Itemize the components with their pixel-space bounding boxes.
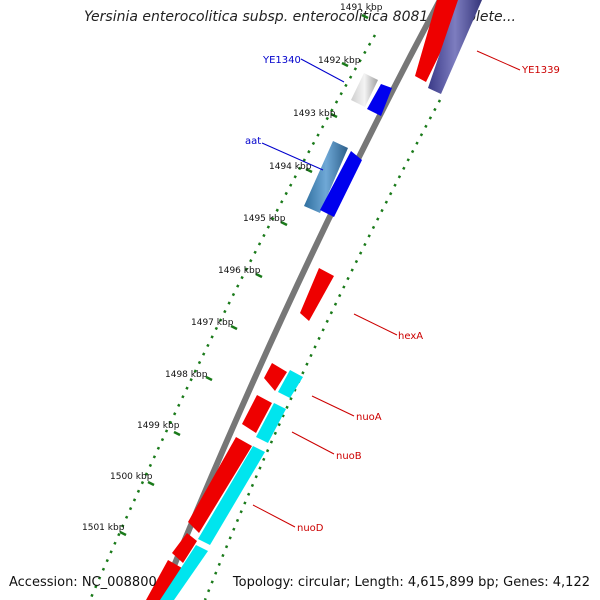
cds-nuo-red-5 — [146, 560, 182, 600]
label-nuoB: nuoB — [336, 451, 362, 462]
inner-tick-ring — [88, 34, 377, 600]
label-ye1339: YE1339 — [521, 65, 560, 76]
kbp-labels: 1491 kbp 1492 kbp 1493 kbp 1494 kbp 1495… — [82, 3, 383, 533]
kbp-label-1498: 1498 kbp — [165, 370, 208, 380]
cds-nuo-red-4 — [172, 533, 197, 563]
kbp-label-1500: 1500 kbp — [110, 472, 153, 482]
label-nuoA: nuoA — [356, 412, 382, 423]
cds-nuoA-red — [242, 395, 272, 433]
kbp-label-1496: 1496 kbp — [218, 266, 261, 276]
kbp-label-1499: 1499 kbp — [137, 421, 180, 431]
kbp-label-1497: 1497 kbp — [191, 318, 234, 328]
cds-nuo-red-1 — [264, 363, 287, 391]
feature-nuoD-cyan — [198, 446, 265, 545]
cds-hexA — [300, 268, 334, 321]
kbp-label-1501: 1501 kbp — [82, 523, 125, 533]
cds-ye1340 — [367, 84, 392, 116]
kbp-label-1494: 1494 kbp — [269, 162, 312, 172]
accession-label: Accession: NC_008800 — [9, 575, 157, 590]
label-nuoD: nuoD — [297, 523, 324, 534]
gene-labels: YE1340 aat YE1339 hexA nuoA nuoB nuoD — [245, 55, 560, 534]
kbp-label-1492: 1492 kbp — [318, 56, 361, 66]
cds-nuoD-red — [188, 437, 252, 533]
label-ye1340: YE1340 — [262, 55, 301, 66]
kbp-major-ticks — [119, 13, 369, 537]
outer-tick-ring — [203, 99, 442, 600]
kbp-label-1493: 1493 kbp — [293, 109, 336, 119]
gene-ye1340-pseudo — [351, 73, 378, 107]
feature-nuo-cyan-4 — [160, 545, 208, 600]
gene-aat-model — [304, 141, 348, 213]
label-leaders — [252, 50, 521, 528]
label-aat: aat — [245, 136, 261, 147]
label-hexA: hexA — [398, 331, 423, 342]
cds-aat — [320, 151, 362, 217]
kbp-label-1491: 1491 kbp — [340, 3, 383, 13]
feature-nuoA-cyan — [278, 370, 303, 398]
map-title: Yersinia enterocolitica subsp. enterocol… — [84, 9, 516, 25]
cds-ye1339 — [428, 0, 482, 94]
topology-summary: Topology: circular; Length: 4,615,899 bp… — [232, 575, 590, 590]
feature-nuoB-cyan — [256, 403, 286, 443]
kbp-label-1495: 1495 kbp — [243, 214, 286, 224]
